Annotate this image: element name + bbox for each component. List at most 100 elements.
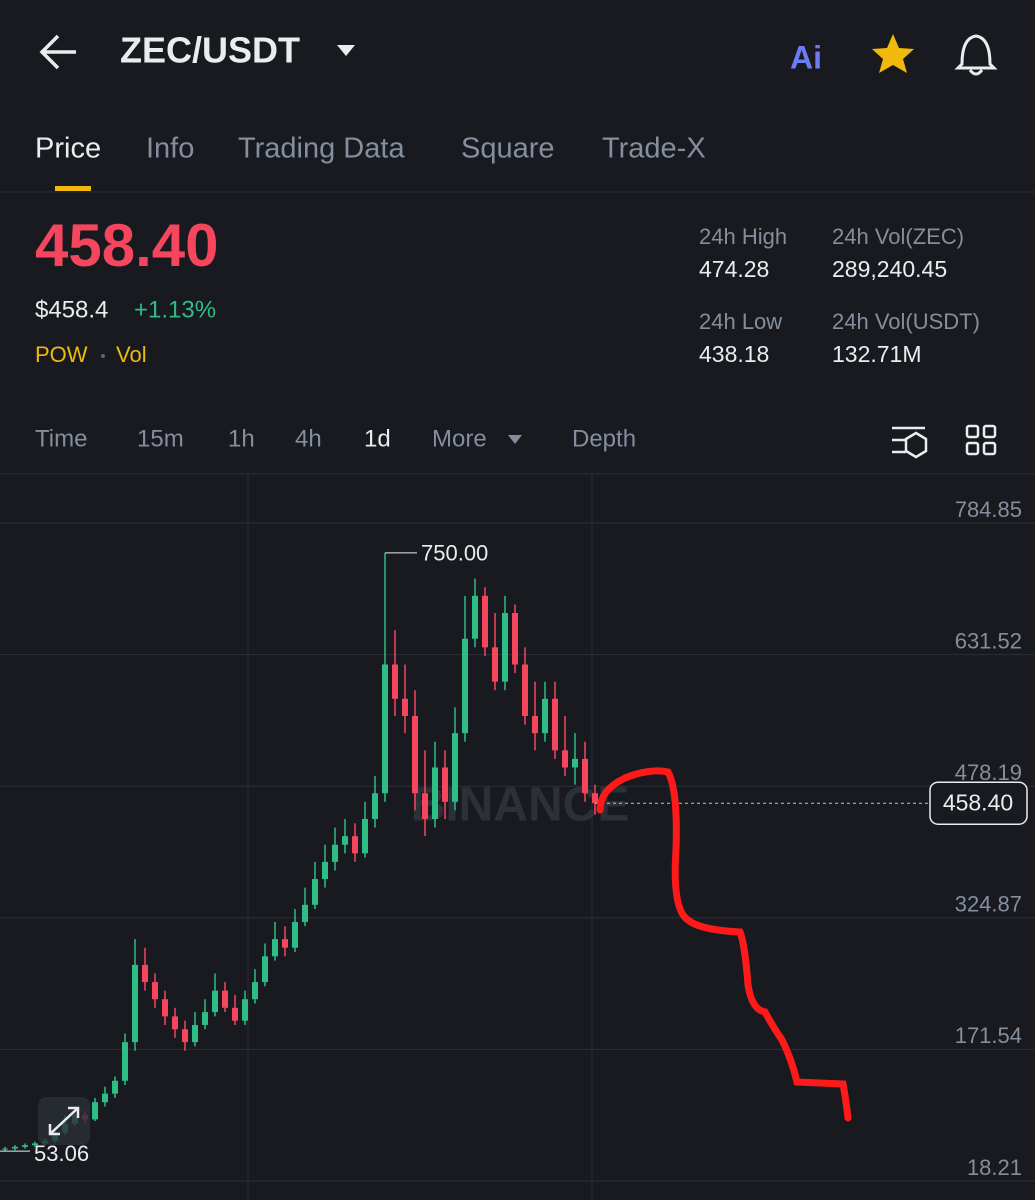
low-label: 53.06 [34,1141,89,1166]
candle-body [402,698,408,716]
candle-body [352,836,358,854]
candle-body [212,990,218,1013]
y-tick-label: 18.21 [967,1155,1022,1180]
last-price-box [929,781,1028,825]
ai-button[interactable]: Ai [790,39,822,75]
interval-bar: Time 15m 1h 4h 1d [35,425,391,452]
candle-body [292,921,298,948]
tab[interactable]: Info [146,133,194,165]
interval[interactable]: 1d [364,425,391,452]
candle-body [372,793,378,819]
candle-body [12,1146,18,1149]
candle-body [122,1042,128,1081]
chart: BINANCE 784.85631.52478.19324.87171.5418… [0,474,1035,1200]
interval[interactable]: 15m [137,425,184,452]
favorite-button[interactable] [872,34,914,73]
tab-bar: Price Info Trading Data Square Trade-X [35,133,706,165]
candle-body [102,1093,108,1103]
candle-body [412,715,418,794]
more-button[interactable]: More [432,425,487,452]
candle-body [442,767,448,802]
last-price-label: 458.40 [943,789,1013,815]
fullscreen-button[interactable] [38,1097,90,1145]
y-tick-label: 171.54 [955,1023,1022,1048]
y-tick-label: 478.19 [955,760,1022,785]
candle-body [582,758,588,794]
indicator-settings[interactable] [892,426,928,459]
interval[interactable]: 4h [295,425,322,452]
alert-button[interactable] [954,34,998,76]
candle-body [492,647,498,682]
candle-body [342,836,348,845]
candle-body [282,939,288,948]
y-tick-label: 631.52 [955,628,1022,653]
candle-body [222,990,228,1008]
candle-body [132,964,138,1043]
y-tick-label: 324.87 [955,892,1022,917]
candle-body [312,879,318,905]
candle-body [232,1007,238,1021]
candle-body [592,793,598,804]
tab[interactable]: Trading Data [238,133,405,165]
candle-body [382,664,388,794]
pair-title[interactable]: ZEC/USDT [120,30,300,71]
stat-label: 24h High [699,224,787,249]
stats: 24h High 474.28 24h Vol(ZEC) 289,240.45 24h … [699,224,980,367]
stat-label: 24h Vol(ZEC) [832,224,964,249]
stat-value: 289,240.45 [832,256,947,282]
tag[interactable]: POW [35,342,88,367]
candle-body [152,982,158,1000]
high-label: 750.00 [421,541,488,566]
candle-body [502,612,508,682]
y-tick-label: 784.85 [955,497,1022,522]
stat-value: 474.28 [699,256,769,282]
candle-body [472,595,478,639]
candle-body [252,982,258,1000]
candle-body [522,664,528,716]
tab-indicator [55,186,91,191]
stat-label: 24h Vol(USDT) [832,309,980,334]
candle-body [572,758,578,768]
candle-body [142,964,148,983]
candle-body [512,612,518,665]
stat-value: 132.71M [832,341,922,367]
candle-body [92,1102,98,1120]
pair-dropdown[interactable] [337,45,355,56]
usd-price: $458.4 [35,296,108,323]
hand-drawing [596,767,852,1122]
candle-body [162,999,168,1017]
candle-body [542,698,548,734]
candle-body [2,1148,8,1150]
candle-body [532,715,538,734]
candle-body [392,664,398,699]
candle-body [22,1145,28,1147]
candle-body [452,733,458,802]
candle-body [302,904,308,922]
tag[interactable]: Vol [116,342,147,367]
candle-body [172,1016,178,1030]
candle-body [242,999,248,1021]
last-price: 458.40 [35,212,219,279]
tab[interactable]: Square [461,133,555,165]
candle-body [362,818,368,854]
tag-separator [101,354,105,358]
stat-label: 24h Low [699,309,782,334]
interval[interactable]: 1h [228,425,255,452]
back-button[interactable] [39,34,76,70]
candle-body [202,1012,208,1025]
tab[interactable]: Trade-X [602,133,706,165]
candle-body [562,750,568,768]
ai-icon: Ai [790,39,822,75]
tab[interactable]: Price [35,133,101,165]
candle-body [462,638,468,734]
candle-body [32,1143,38,1146]
more-caret [508,435,522,444]
price-change: +1.13% [134,296,216,323]
interval[interactable]: Time [35,425,87,452]
candle-body [332,844,338,862]
layout-button[interactable] [965,424,997,456]
candle-body [552,698,558,751]
depth-button[interactable]: Depth [572,425,636,452]
